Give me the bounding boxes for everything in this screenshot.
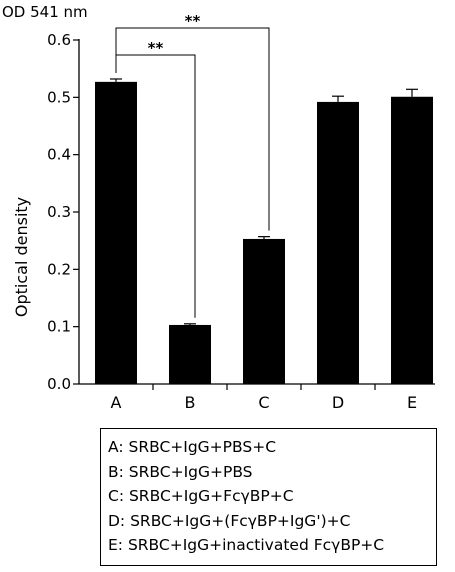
unit-label: OD 541 nm — [2, 3, 88, 21]
y-tick-label: 0.2 — [47, 260, 71, 278]
y-tick-label: 0.4 — [47, 146, 71, 164]
significance-bracket — [115, 27, 270, 231]
legend-item-b: B: SRBC+IgG+PBS — [108, 462, 253, 481]
legend-item-c: C: SRBC+IgG+FcγBP+C — [108, 487, 294, 505]
bar-a — [95, 81, 137, 384]
legend-item-d: D: SRBC+IgG+(FcγBP+IgG')+C — [108, 511, 351, 530]
bar-b — [169, 324, 211, 384]
legend: A: SRBC+IgG+PBS+C B: SRBC+IgG+PBS C: SRB… — [100, 428, 437, 566]
bars — [95, 78, 433, 385]
y-tick-label: 0.6 — [47, 31, 71, 49]
bar-c — [243, 238, 285, 384]
y-tick-label: 0.0 — [47, 375, 71, 393]
x-tick-label: C — [258, 393, 269, 412]
x-tick-label: D — [332, 393, 344, 412]
x-tick-label: E — [407, 393, 417, 412]
y-tick-label: 0.3 — [47, 203, 71, 221]
x-tick-label: B — [185, 393, 196, 412]
legend-item-a: A: SRBC+IgG+PBS+C — [108, 438, 277, 456]
axes: 0.0 0.1 0.2 0.3 0.4 0.5 0.6 A B C D E — [47, 31, 435, 412]
significance-label: ** — [148, 39, 164, 57]
significance-label: ** — [185, 12, 201, 30]
legend-item-e: E: SRBC+IgG+inactivated FcγBP+C — [108, 536, 385, 554]
bar-chart: OD 541 nm Optical density 0.00.10.20.30.… — [2, 3, 435, 412]
significance-brackets: ** ** — [115, 12, 270, 318]
x-tick-label: A — [111, 393, 122, 412]
y-tick-label: 0.1 — [47, 318, 71, 336]
y-tick-label: 0.5 — [47, 88, 71, 106]
y-axis-title: Optical density — [12, 197, 31, 317]
bar-e — [391, 96, 433, 384]
bar-d — [317, 101, 359, 385]
